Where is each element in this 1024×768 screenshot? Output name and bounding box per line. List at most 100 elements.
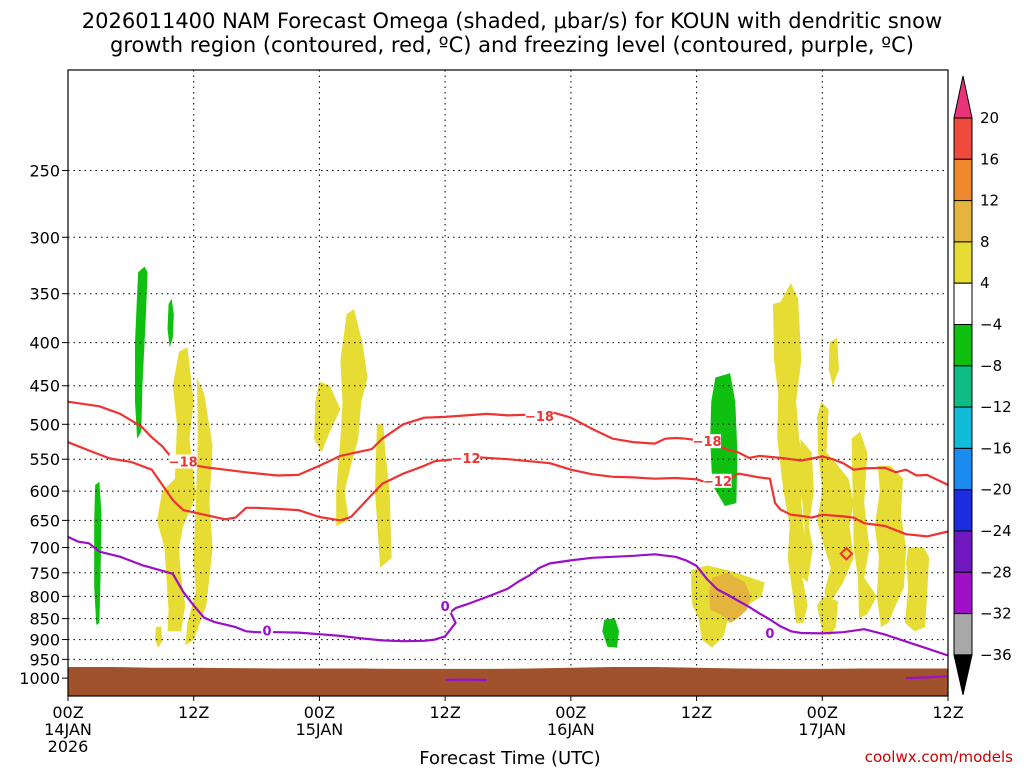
title-line-2: growth region (contoured, red, ºC) and f… bbox=[110, 33, 914, 57]
y-tick-label: 500 bbox=[29, 415, 60, 434]
x-tick-label: 00Z bbox=[807, 703, 838, 722]
contour-label-bg bbox=[169, 454, 198, 469]
colorbar-segment-1 bbox=[953, 117, 973, 160]
x-axis-label: Forecast Time (UTC) bbox=[419, 748, 600, 768]
terrain-layer bbox=[68, 667, 948, 696]
y-tick-label: 900 bbox=[29, 631, 60, 650]
colorbar-segment-11 bbox=[953, 530, 973, 573]
omega-region-16 bbox=[800, 438, 814, 583]
x-tick-label: 14JAN bbox=[44, 720, 92, 739]
contour-label-bg bbox=[693, 434, 722, 449]
colorbar-segment-3 bbox=[953, 200, 973, 243]
colorbar-label: −4 bbox=[980, 316, 1002, 334]
colorbar-top-arrow bbox=[953, 75, 973, 119]
y-tick-label: 350 bbox=[29, 285, 60, 304]
colorbar-label: −8 bbox=[980, 357, 1002, 375]
colorbar-label: 20 bbox=[980, 109, 999, 127]
colorbar-segment-7 bbox=[953, 365, 973, 408]
contour-label-bg bbox=[261, 623, 274, 638]
omega-region-8 bbox=[314, 381, 341, 453]
omega-region-4 bbox=[602, 618, 619, 648]
dgz-small-loop bbox=[839, 546, 854, 561]
contour-label-bg bbox=[452, 451, 481, 466]
colorbar-bottom-arrow bbox=[953, 654, 973, 696]
contour-layer: −18 −18 −18 −12 −12 0 0 0 bbox=[67, 400, 949, 682]
x-tick-label: 12Z bbox=[681, 703, 712, 722]
colorbar-segment-6 bbox=[953, 324, 973, 367]
omega-region-14 bbox=[817, 401, 854, 606]
contour-label: −18 bbox=[169, 456, 198, 471]
colorbar-label: −36 bbox=[980, 646, 1012, 664]
contour-label-bg bbox=[703, 473, 732, 488]
x-tick-label: 2026 bbox=[48, 737, 89, 756]
y-tick-label: 550 bbox=[29, 450, 60, 469]
omega-region-1 bbox=[167, 298, 174, 348]
chart-title: 2026011400 NAM Forecast Omega (shaded, μ… bbox=[82, 9, 942, 57]
terrain-fill bbox=[68, 667, 948, 696]
omega-region-18 bbox=[905, 547, 930, 632]
colorbar-segment-5 bbox=[953, 282, 973, 326]
contour-label: 0 bbox=[765, 627, 774, 642]
contour-label: −12 bbox=[703, 475, 732, 490]
omega-region-15 bbox=[851, 431, 877, 619]
colorbar-segment-8 bbox=[953, 406, 973, 449]
colorbar-segment-13 bbox=[953, 613, 973, 656]
x-tick-label: 16JAN bbox=[547, 720, 595, 739]
contour-label: −18 bbox=[693, 435, 722, 450]
colorbar-segment-9 bbox=[953, 447, 973, 491]
omega-region-13 bbox=[828, 338, 839, 386]
colorbar-label: 8 bbox=[980, 233, 990, 251]
colorbar-label: 16 bbox=[980, 150, 999, 168]
omega-region-19 bbox=[874, 465, 907, 628]
contour-label-bg bbox=[525, 408, 554, 423]
omega-region-10 bbox=[375, 424, 392, 568]
omega-region-0 bbox=[135, 266, 148, 439]
y-axis: 250 300 350 400 450 500 550 600 650 700 750 800 850 9… bbox=[19, 161, 68, 688]
omega-region-9 bbox=[336, 309, 368, 526]
contour-line-2 bbox=[67, 535, 949, 657]
contour-label: −18 bbox=[525, 410, 554, 425]
x-tick-label: 12Z bbox=[932, 703, 963, 722]
x-tick-label: 17JAN bbox=[798, 720, 846, 739]
y-tick-label: 600 bbox=[29, 482, 60, 501]
omega-region-5 bbox=[157, 347, 196, 632]
colorbar-label: −20 bbox=[980, 481, 1012, 499]
plot-area: −18 −18 −18 −12 −12 0 0 0 bbox=[67, 69, 949, 697]
colorbar-label: 12 bbox=[980, 192, 999, 210]
y-tick-label: 250 bbox=[29, 161, 60, 180]
colorbar-segment-10 bbox=[953, 489, 973, 532]
y-tick-label: 300 bbox=[29, 228, 60, 247]
contour-line-4 bbox=[906, 675, 949, 680]
y-tick-label: 650 bbox=[29, 511, 60, 530]
colorbar-label: −32 bbox=[980, 605, 1012, 623]
y-tick-label: 700 bbox=[29, 539, 60, 558]
omega-region-2 bbox=[94, 481, 102, 625]
x-tick-label: 15JAN bbox=[296, 720, 344, 739]
contour-line-1 bbox=[67, 441, 949, 538]
plot-frame bbox=[67, 69, 949, 697]
y-tick-label: 400 bbox=[29, 334, 60, 353]
colorbar: 20 16 12 8 4 −4 −8 −12 −16 −20 −24 −28 −32 −36 bbox=[953, 75, 1012, 696]
y-tick-label: 950 bbox=[29, 650, 60, 669]
y-tick-label: 750 bbox=[29, 564, 60, 583]
contour-line-0 bbox=[67, 400, 949, 486]
omega-region-7 bbox=[155, 626, 163, 648]
omega-shading-layer bbox=[94, 266, 930, 648]
colorbar-label: −16 bbox=[980, 439, 1012, 457]
omega-region-3 bbox=[710, 373, 738, 506]
contour-label-bg bbox=[763, 626, 776, 641]
y-tick-label: 850 bbox=[29, 610, 60, 629]
contour-label-bg bbox=[439, 598, 452, 613]
credit-text: coolwx.com/models bbox=[865, 748, 1013, 766]
contour-label: 0 bbox=[441, 600, 450, 615]
colorbar-label: 4 bbox=[980, 274, 990, 292]
omega-region-12 bbox=[773, 283, 808, 623]
colorbar-label: −28 bbox=[980, 563, 1012, 581]
y-tick-label: 450 bbox=[29, 377, 60, 396]
contour-label: 0 bbox=[263, 625, 272, 640]
x-tick-label: 12Z bbox=[178, 703, 209, 722]
title-line-1: 2026011400 NAM Forecast Omega (shaded, μ… bbox=[82, 9, 942, 33]
colorbar-label: −24 bbox=[980, 522, 1012, 540]
